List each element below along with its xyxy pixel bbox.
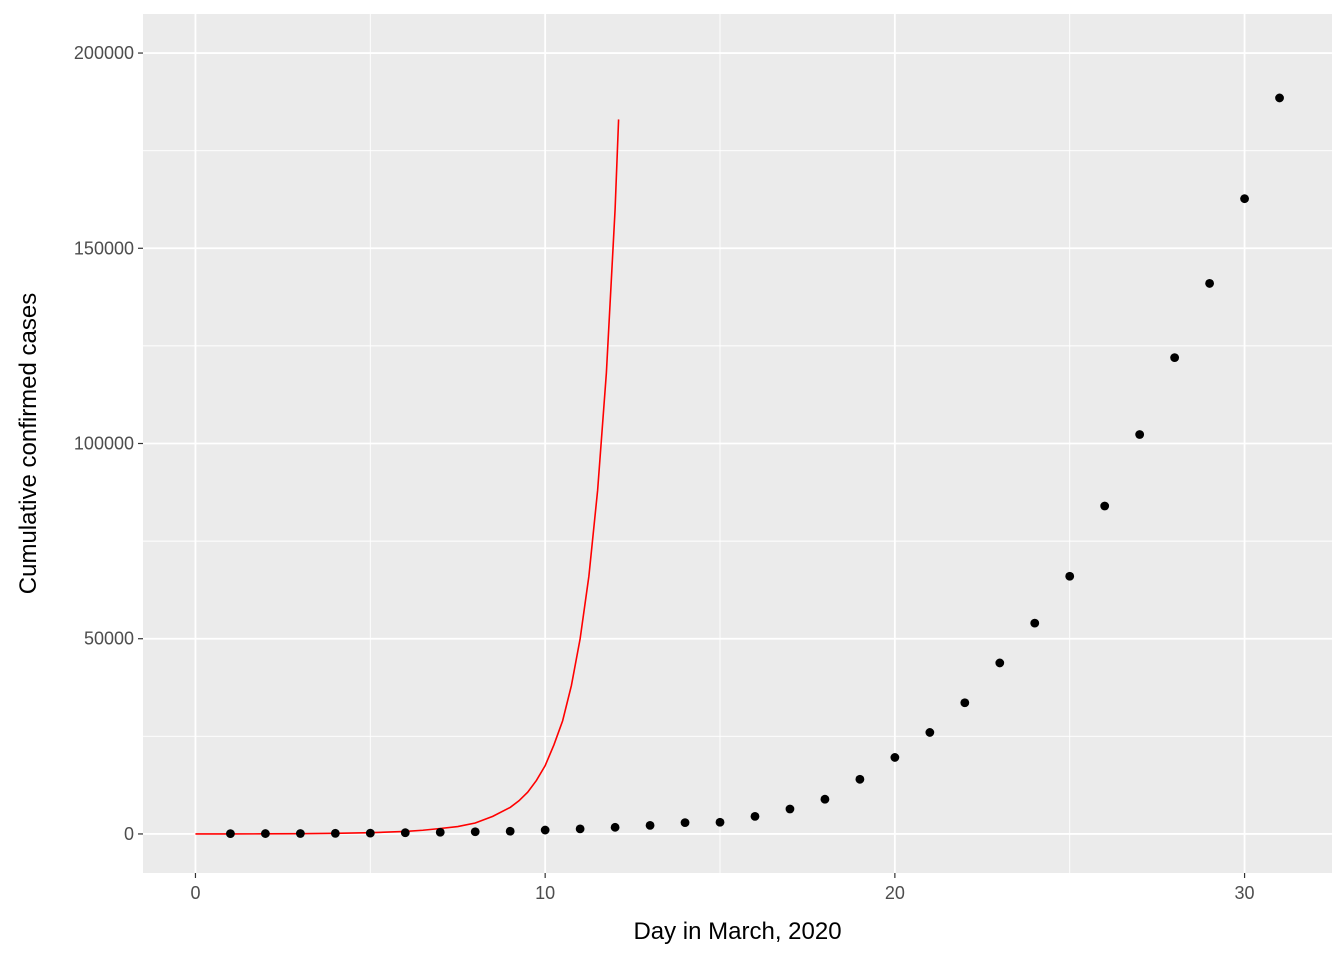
data-point	[785, 804, 795, 814]
data-point	[1205, 279, 1215, 288]
data-point	[820, 794, 830, 804]
y-tick-label: 200000	[74, 43, 134, 63]
y-tick-label: 100000	[74, 434, 134, 454]
data-point	[575, 824, 585, 834]
data-point	[365, 828, 375, 838]
y-axis: 0 50000 100000 150000 200000	[74, 43, 143, 844]
data-point	[680, 818, 690, 828]
data-point	[470, 827, 480, 837]
data-point	[435, 827, 445, 837]
data-series	[195, 93, 1284, 839]
data-point	[1170, 353, 1180, 362]
x-axis-title: Day in March, 2020	[633, 918, 841, 945]
data-point	[330, 828, 340, 838]
data-point	[1240, 194, 1249, 204]
x-tick-label: 0	[190, 883, 200, 903]
data-point	[610, 822, 620, 832]
data-point	[1100, 501, 1110, 511]
data-point	[540, 825, 550, 835]
data-point	[715, 817, 725, 827]
y-axis-title: Cumulative confirmed cases	[15, 293, 42, 594]
data-point	[1135, 430, 1145, 439]
x-tick-label: 20	[885, 883, 905, 903]
data-point	[890, 753, 900, 762]
data-point	[400, 828, 410, 838]
data-point	[960, 698, 970, 708]
y-tick-label: 150000	[74, 238, 134, 258]
data-point	[995, 658, 1005, 668]
data-point	[925, 728, 935, 737]
x-axis: 0 10 20 30	[190, 873, 1255, 903]
data-point	[260, 829, 270, 838]
data-point	[226, 829, 235, 839]
data-point	[1275, 93, 1284, 103]
data-point	[855, 774, 865, 784]
y-tick-label: 50000	[84, 629, 134, 649]
data-point	[750, 811, 760, 821]
data-point	[295, 829, 305, 838]
data-point	[1065, 571, 1075, 581]
gridlines	[143, 14, 1332, 873]
fitted-curve-line	[195, 119, 620, 835]
y-tick-label: 0	[124, 824, 134, 844]
data-point	[505, 826, 515, 836]
x-tick-label: 30	[1235, 883, 1255, 903]
data-point	[645, 820, 655, 830]
data-point	[1030, 618, 1040, 628]
x-tick-label: 10	[535, 883, 555, 903]
